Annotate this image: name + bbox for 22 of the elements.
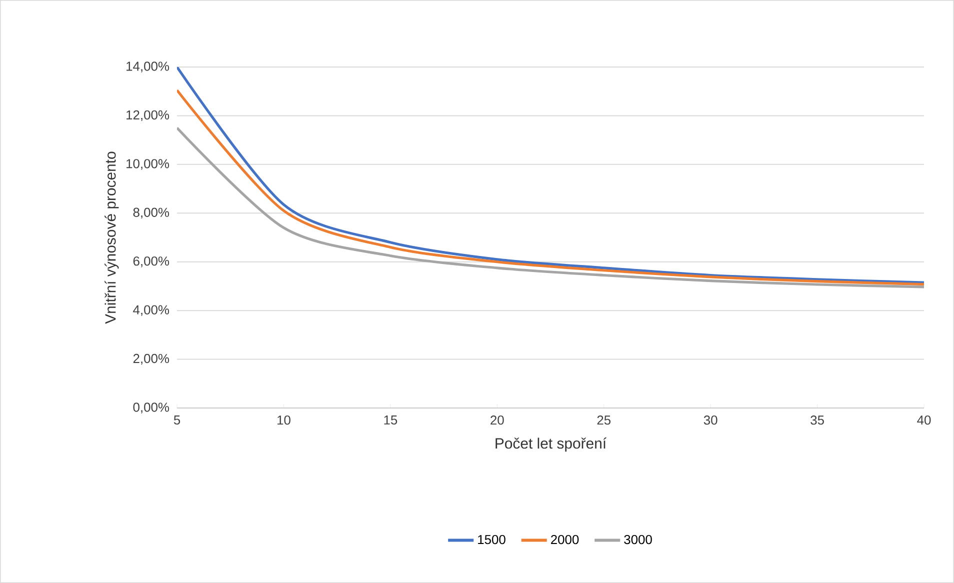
y-tick-label: 8,00% — [133, 208, 170, 218]
x-tick-label: 25 — [597, 416, 611, 425]
x-tick-label: 35 — [810, 416, 824, 425]
x-tick-label: 30 — [704, 416, 718, 425]
x-tick-label: 20 — [490, 416, 504, 425]
y-tick-label: 10,00% — [126, 159, 170, 170]
y-tick-label: 14,00% — [126, 62, 170, 72]
y-axis-title: Vnitřní výnosové procento — [104, 152, 119, 324]
x-tick-label: 15 — [384, 416, 398, 425]
y-tick-label: 0,00% — [133, 402, 170, 414]
legend-label: 3000 — [624, 534, 652, 544]
x-tick-label: 40 — [917, 416, 931, 425]
x-tick-label: 10 — [278, 416, 290, 425]
y-tick-label: 4,00% — [133, 305, 170, 316]
x-axis-title: Počet let spoření — [496, 438, 606, 452]
line-series — [177, 126, 924, 288]
x-tick-label: 5 — [174, 416, 180, 425]
y-tick-label: 2,00% — [133, 354, 170, 365]
y-tick-label: 6,00% — [133, 256, 170, 268]
y-tick-label: 12,00% — [126, 110, 170, 122]
legend-label: 2000 — [551, 534, 579, 544]
legend-label: 1500 — [478, 534, 506, 544]
